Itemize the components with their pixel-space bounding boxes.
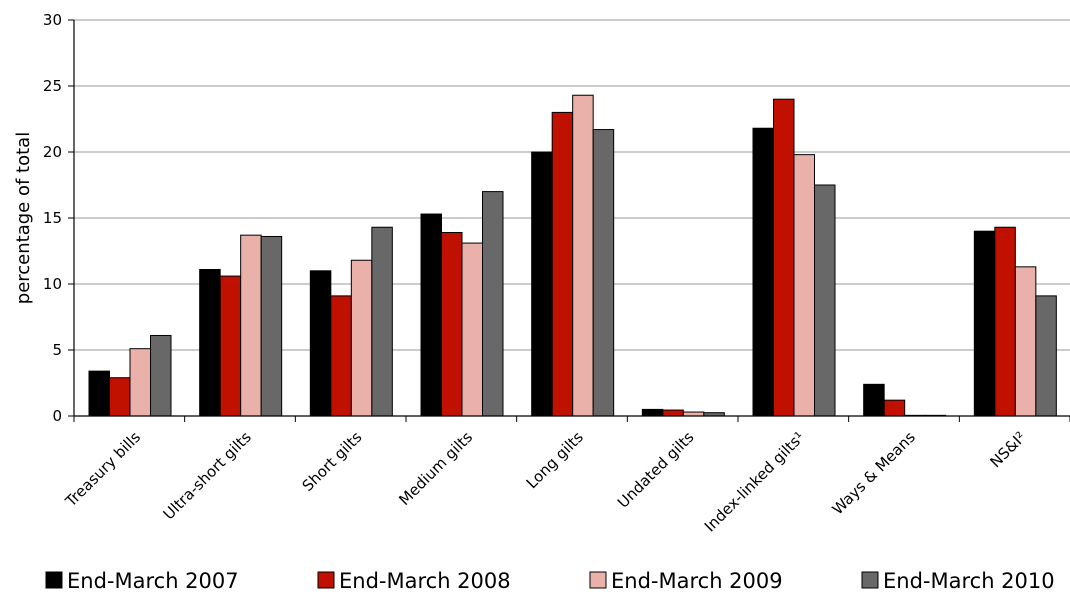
bar-1-5 (531, 151, 553, 417)
bar-4-7 (814, 184, 836, 417)
legend-swatch (317, 571, 335, 589)
bar-1-6 (641, 408, 664, 417)
y-tick-label: 20 (43, 143, 62, 161)
y-tick-label: 0 (52, 407, 62, 425)
x-tick-label: NS&I² (986, 428, 1029, 471)
bar-3-4 (461, 242, 483, 417)
bar-1-7 (752, 127, 774, 417)
bar-2-9 (994, 226, 1016, 417)
legend-swatch (45, 571, 63, 589)
x-tick-label: Medium gilts (395, 428, 476, 509)
y-tick-label: 15 (43, 209, 62, 227)
legend-swatch (589, 571, 607, 589)
bar-2-5 (551, 111, 574, 417)
bar-1-8 (863, 383, 885, 417)
x-tick-label: Ultra-short gilts (160, 428, 255, 523)
bar-1-9 (973, 230, 996, 417)
legend-label: End-March 2009 (611, 569, 783, 593)
bar-1-4 (420, 213, 442, 417)
bar-1-3 (309, 270, 332, 417)
bar-2-7 (773, 98, 795, 417)
x-tick-label: Long gilts (523, 428, 587, 492)
bar-4-1 (150, 334, 172, 417)
y-tick-label: 30 (43, 11, 62, 29)
bar-3-7 (793, 154, 815, 417)
legend: End-March 2007 End-March 2008 End-March 20… (45, 569, 1055, 593)
legend-label: End-March 2008 (339, 569, 511, 593)
bar-2-8 (883, 399, 906, 417)
legend-label: End-March 2007 (67, 569, 239, 593)
bar-4-3 (371, 226, 393, 417)
bar-2-6 (662, 409, 684, 417)
y-axis-label: percentage of total (13, 132, 34, 304)
bar-2-1 (109, 377, 131, 417)
bar-2-3 (330, 295, 352, 417)
bar-3-5 (572, 94, 594, 417)
bar-4-5 (592, 129, 615, 417)
legend-swatch (861, 571, 879, 589)
x-tick-label: Index-linked gilts¹ (701, 428, 808, 535)
y-tick-label: 5 (52, 341, 62, 359)
bar-4-9 (1035, 295, 1057, 417)
bar-4-4 (482, 191, 504, 417)
legend-label: End-March 2010 (883, 569, 1055, 593)
bar-3-1 (129, 348, 151, 417)
bar-4-2 (260, 235, 283, 417)
x-tick-label: Short gilts (299, 428, 366, 495)
bar-3-9 (1014, 266, 1037, 417)
bar-3-3 (350, 259, 373, 417)
y-tick-label: 25 (43, 77, 62, 95)
bar-3-2 (240, 234, 262, 417)
y-tick-label: 10 (43, 275, 62, 293)
bar-1-1 (88, 370, 110, 417)
x-tick-label: Undated gilts (614, 428, 698, 512)
bar-2-2 (219, 275, 242, 417)
bar-2-4 (441, 232, 463, 417)
x-tick-label: Treasury bills (61, 428, 144, 511)
bars (88, 94, 1057, 417)
bar-1-2 (199, 268, 221, 417)
x-tick-label: Ways & Means (829, 428, 919, 518)
